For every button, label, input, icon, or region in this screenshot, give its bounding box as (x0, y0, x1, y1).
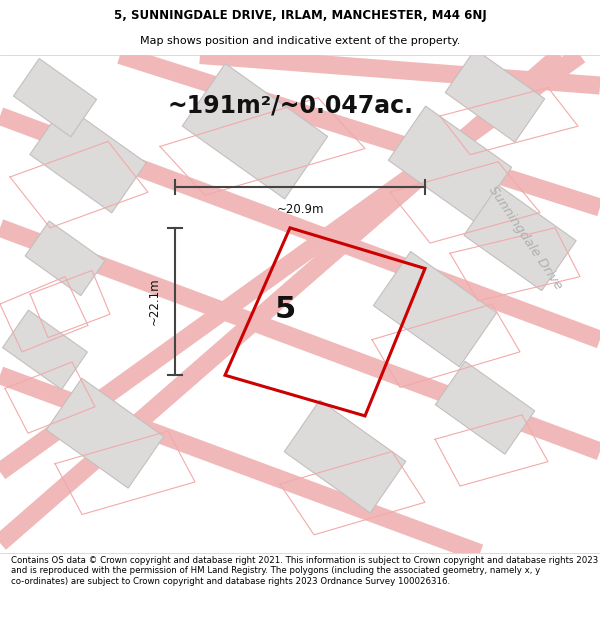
Polygon shape (464, 185, 576, 291)
Polygon shape (46, 378, 164, 488)
Polygon shape (25, 221, 105, 296)
Text: ~20.9m: ~20.9m (276, 203, 324, 216)
Polygon shape (388, 106, 512, 221)
Polygon shape (435, 361, 535, 454)
Text: Sunningdale Drive: Sunningdale Drive (485, 184, 565, 292)
Polygon shape (13, 59, 97, 137)
Text: 5: 5 (274, 294, 296, 324)
Text: 5, SUNNINGDALE DRIVE, IRLAM, MANCHESTER, M44 6NJ: 5, SUNNINGDALE DRIVE, IRLAM, MANCHESTER,… (113, 9, 487, 22)
Text: ~22.1m: ~22.1m (148, 278, 161, 326)
Text: Contains OS data © Crown copyright and database right 2021. This information is : Contains OS data © Crown copyright and d… (11, 556, 598, 586)
Polygon shape (2, 310, 88, 389)
Polygon shape (182, 64, 328, 199)
Text: Map shows position and indicative extent of the property.: Map shows position and indicative extent… (140, 36, 460, 46)
Polygon shape (30, 104, 146, 213)
Text: ~191m²/~0.047ac.: ~191m²/~0.047ac. (167, 94, 413, 118)
Polygon shape (284, 400, 406, 513)
Polygon shape (445, 49, 545, 142)
Polygon shape (373, 251, 497, 367)
